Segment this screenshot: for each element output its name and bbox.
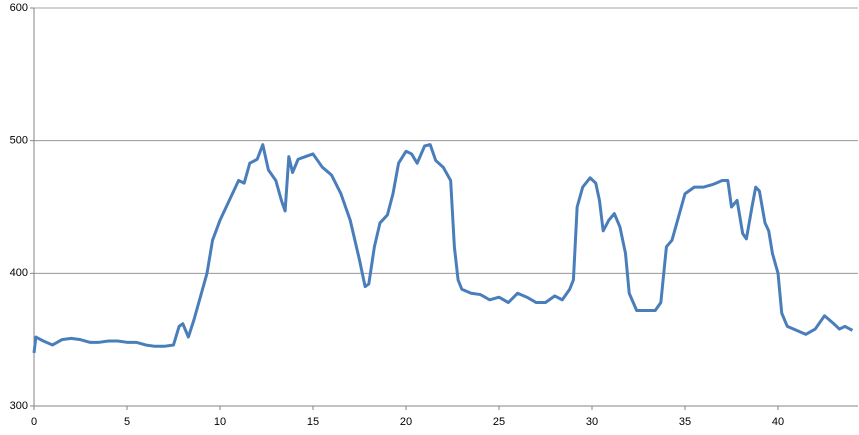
y-tick-label: 400 xyxy=(10,267,28,279)
x-tick-label: 35 xyxy=(679,416,691,428)
x-tick-label: 0 xyxy=(31,416,37,428)
y-tick-label: 500 xyxy=(10,135,28,147)
x-tick-label: 15 xyxy=(307,416,319,428)
x-tick-label: 40 xyxy=(772,416,784,428)
x-tick-label: 5 xyxy=(124,416,130,428)
x-tick-label: 20 xyxy=(400,416,412,428)
x-tick-label: 10 xyxy=(214,416,226,428)
y-tick-label: 300 xyxy=(10,400,28,412)
x-tick-label: 25 xyxy=(493,416,505,428)
x-tick-label: 30 xyxy=(586,416,598,428)
data-line xyxy=(32,143,854,354)
y-tick-label: 600 xyxy=(10,2,28,14)
